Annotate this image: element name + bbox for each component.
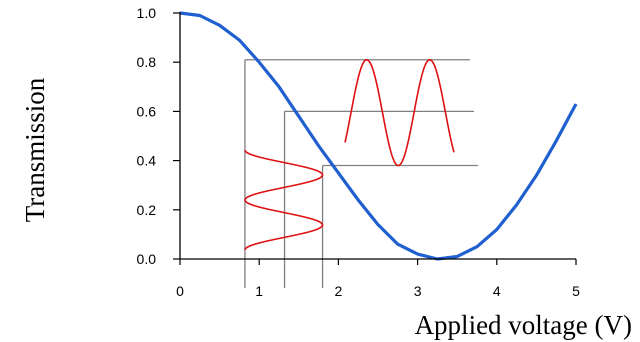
- transmission-curve: [179, 11, 578, 261]
- y-tick-label: 0.2: [137, 202, 157, 218]
- y-tick-label: 0.6: [137, 103, 157, 119]
- x-axis-title: Applied voltage (V): [415, 310, 632, 340]
- x-tick-label: 3: [414, 283, 422, 299]
- y-tick-label: 0.8: [137, 54, 157, 70]
- y-tick-label: 0.4: [137, 153, 157, 169]
- y-axis-title: Transmission: [20, 77, 50, 222]
- output-modulation-wave: [344, 58, 455, 167]
- x-tick-label: 2: [335, 283, 343, 299]
- y-tick-label: 0.0: [137, 251, 157, 267]
- y-axis: 0.0 0.2 0.4 0.6 0.8 1.0: [137, 5, 181, 267]
- y-tick-label: 1.0: [137, 5, 157, 21]
- x-tick-label: 1: [255, 283, 263, 299]
- input-modulation-wave: [244, 149, 324, 251]
- guide-lines: [244, 59, 478, 288]
- x-axis: 0 1 2 3 4 5: [176, 258, 580, 299]
- x-tick-label: 4: [493, 283, 501, 299]
- x-tick-label: 0: [176, 283, 184, 299]
- x-tick-label: 5: [572, 283, 580, 299]
